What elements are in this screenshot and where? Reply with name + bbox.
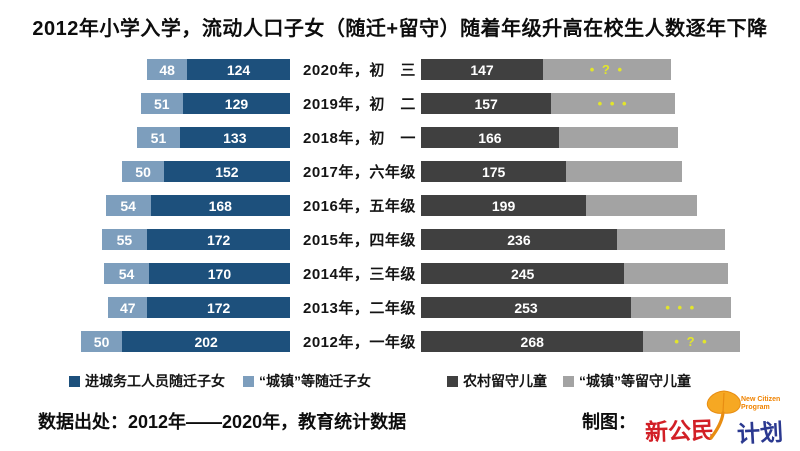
bar-segment-urban-leftbehind (616, 229, 725, 250)
chart-row: 50 152 2017年，六年级 175 (0, 161, 800, 182)
bar-segment-urban-leftbehind (558, 127, 679, 148)
bar-segment-urban-migrant: 54 (104, 263, 149, 284)
bar-segment-rural-leftbehind: 175 (421, 161, 567, 182)
bar-segment-worker-migrant: 172 (147, 229, 290, 250)
left-bar-zone: 54 170 (0, 263, 290, 284)
footer: 数据出处：2012年——2020年，教育统计数据 制图： 新公民 New Cit… (0, 390, 800, 450)
legend-label: “城镇”等留守儿童 (579, 373, 691, 389)
legend-item: 进城务工人员随迁子女 (69, 371, 225, 391)
chart-title: 2012年小学入学，流动人口子女（随迁+留守）随着年级升高在校生人数逐年下降 (32, 18, 768, 40)
bar-segment-urban-migrant: 51 (137, 127, 180, 148)
legend-label: “城镇”等随迁子女 (259, 373, 371, 389)
ginkgo-leaf-icon (703, 388, 745, 451)
bar-segment-rural-leftbehind: 245 (421, 263, 625, 284)
data-source-note: 数据出处：2012年——2020年，教育统计数据 (38, 412, 407, 432)
chart-row: 51 133 2018年，初 一 166 (0, 127, 800, 148)
left-bar-zone: 54 168 (0, 195, 290, 216)
diverging-bar-chart: 48 124 2020年，初 三 147 • ? • 51 129 2019年，初 二 157 •… (0, 59, 800, 352)
row-label: 2017年，六年级 (303, 164, 416, 181)
legend-item: 农村留守儿童 (447, 371, 547, 391)
bar-segment-urban-leftbehind (566, 161, 683, 182)
bar-segment-worker-migrant: 129 (182, 93, 290, 114)
left-bar-zone: 50 152 (0, 161, 290, 182)
bar-segment-worker-migrant: 124 (187, 59, 290, 80)
left-bar-zone: 48 124 (0, 59, 290, 80)
row-label: 2018年，初 一 (303, 130, 416, 147)
legend-label: 农村留守儿童 (463, 373, 547, 389)
bar-segment-rural-leftbehind: 268 (421, 331, 644, 352)
credit-label: 制图： (582, 412, 636, 432)
right-bar-zone: 268 • ? • (421, 331, 800, 352)
bar-segment-urban-migrant: 54 (105, 195, 151, 216)
bar-segment-urban-migrant: 55 (101, 229, 148, 250)
bar-segment-rural-leftbehind: 236 (421, 229, 617, 250)
legend-item: “城镇”等随迁子女 (243, 371, 371, 391)
legend-swatch-icon (243, 375, 254, 387)
chart-row: 50 202 2012年，一年级 268 • ? • (0, 331, 800, 352)
right-bar-zone: 236 (421, 229, 800, 250)
chart-row: 47 172 2013年，二年级 253 • • • (0, 297, 800, 318)
right-bar-zone: 166 (421, 127, 800, 148)
right-bar-zone: 175 (421, 161, 800, 182)
bar-segment-urban-migrant: 50 (122, 161, 164, 182)
left-bar-zone: 47 172 (0, 297, 290, 318)
row-label: 2015年，四年级 (303, 232, 416, 249)
bar-segment-worker-migrant: 133 (179, 127, 290, 148)
logo-text-en: New Citizen Program (741, 396, 781, 411)
legend-label: 进城务工人员随迁子女 (85, 373, 225, 389)
right-bar-zone: 157 • • • (421, 93, 800, 114)
chart-row: 55 172 2015年，四年级 236 (0, 229, 800, 250)
row-label: 2013年，二年级 (303, 300, 416, 317)
bar-segment-urban-leftbehind: • • • (630, 297, 731, 318)
bar-segment-urban-leftbehind: • ? • (643, 331, 740, 352)
logo-text-cn-blue: 计划 (736, 418, 784, 448)
bar-segment-worker-migrant: 152 (163, 161, 290, 182)
bar-segment-worker-migrant: 170 (148, 263, 290, 284)
row-label: 2020年，初 三 (303, 62, 416, 79)
bar-segment-urban-migrant: 47 (108, 297, 148, 318)
bar-segment-rural-leftbehind: 166 (421, 127, 559, 148)
bar-segment-urban-leftbehind (586, 195, 698, 216)
chart-row: 51 129 2019年，初 二 157 • • • (0, 93, 800, 114)
row-label: 2014年，三年级 (303, 266, 416, 283)
bar-segment-rural-leftbehind: 157 (421, 93, 552, 114)
chart-row: 54 168 2016年，五年级 199 (0, 195, 800, 216)
bar-segment-urban-leftbehind: • ? • (543, 59, 671, 80)
bar-segment-worker-migrant: 202 (122, 331, 290, 352)
bar-segment-worker-migrant: 168 (150, 195, 290, 216)
legend: 进城务工人员随迁子女 “城镇”等随迁子女 农村留守儿童 “城镇”等留守儿童 (0, 371, 800, 391)
chart-row: 54 170 2014年，三年级 245 (0, 263, 800, 284)
bar-segment-urban-migrant: 48 (147, 59, 188, 80)
legend-item: “城镇”等留守儿童 (563, 371, 691, 391)
bar-segment-rural-leftbehind: 253 (421, 297, 631, 318)
row-label: 2016年，五年级 (303, 198, 416, 215)
left-bar-zone: 51 133 (0, 127, 290, 148)
bar-segment-rural-leftbehind: 147 (421, 59, 543, 80)
bar-segment-urban-leftbehind (624, 263, 729, 284)
bar-segment-urban-migrant: 51 (140, 93, 183, 114)
legend-swatch-icon (447, 375, 458, 387)
left-bar-zone: 50 202 (0, 331, 290, 352)
row-label: 2012年，一年级 (303, 334, 416, 351)
row-label: 2019年，初 二 (303, 96, 416, 113)
right-bar-zone: 147 • ? • (421, 59, 800, 80)
new-citizen-program-logo: 新公民 New Citizen Program 计划 (645, 390, 793, 448)
right-bar-zone: 199 (421, 195, 800, 216)
right-bar-zone: 253 • • • (421, 297, 800, 318)
right-bar-zone: 245 (421, 263, 800, 284)
bar-segment-rural-leftbehind: 199 (421, 195, 587, 216)
bar-segment-urban-migrant: 50 (80, 331, 123, 352)
bar-segment-urban-leftbehind: • • • (551, 93, 675, 114)
left-bar-zone: 51 129 (0, 93, 290, 114)
left-bar-zone: 55 172 (0, 229, 290, 250)
chart-row: 48 124 2020年，初 三 147 • ? • (0, 59, 800, 80)
bar-segment-worker-migrant: 172 (147, 297, 290, 318)
legend-swatch-icon (69, 375, 80, 387)
legend-swatch-icon (563, 375, 574, 387)
